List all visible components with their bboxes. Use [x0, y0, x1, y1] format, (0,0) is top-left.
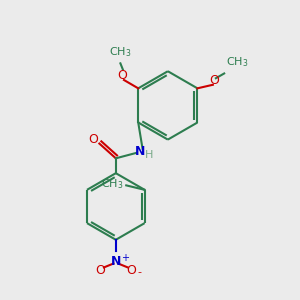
Text: N: N	[111, 255, 121, 268]
Text: H: H	[145, 150, 154, 160]
Text: O: O	[88, 134, 98, 146]
Text: CH$_3$: CH$_3$	[101, 177, 123, 191]
Text: CH$_3$: CH$_3$	[226, 55, 248, 69]
Text: N: N	[135, 145, 146, 158]
Text: CH$_3$: CH$_3$	[109, 45, 132, 58]
Text: O: O	[95, 264, 105, 277]
Text: O: O	[209, 74, 219, 87]
Text: O: O	[126, 264, 136, 277]
Text: O: O	[118, 69, 128, 82]
Text: -: -	[137, 267, 141, 278]
Text: +: +	[121, 253, 129, 263]
